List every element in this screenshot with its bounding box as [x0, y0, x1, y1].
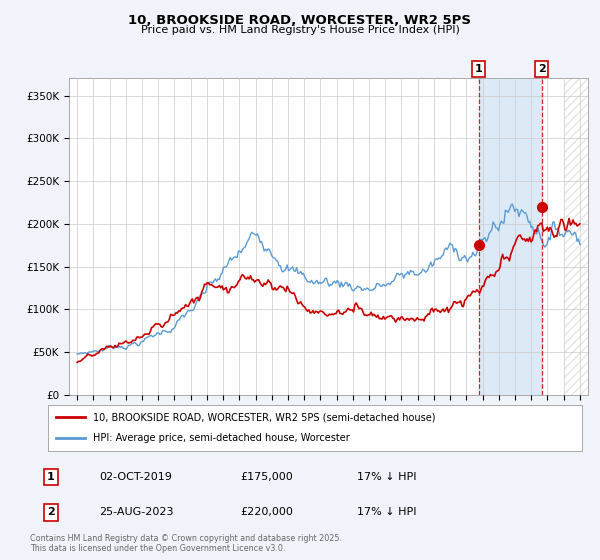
Bar: [563, 78, 600, 395]
Text: Contains HM Land Registry data © Crown copyright and database right 2025.
This d: Contains HM Land Registry data © Crown c…: [30, 534, 342, 553]
Text: 02-OCT-2019: 02-OCT-2019: [99, 472, 172, 482]
Bar: [563, 78, 600, 395]
Text: 1: 1: [475, 64, 482, 74]
Text: 1: 1: [47, 472, 55, 482]
Text: £220,000: £220,000: [240, 507, 293, 517]
Text: Price paid vs. HM Land Registry's House Price Index (HPI): Price paid vs. HM Land Registry's House …: [140, 25, 460, 35]
Bar: [479, 78, 542, 395]
Text: 17% ↓ HPI: 17% ↓ HPI: [357, 507, 416, 517]
Text: 17% ↓ HPI: 17% ↓ HPI: [357, 472, 416, 482]
Text: 2: 2: [47, 507, 55, 517]
Text: 25-AUG-2023: 25-AUG-2023: [99, 507, 173, 517]
Text: HPI: Average price, semi-detached house, Worcester: HPI: Average price, semi-detached house,…: [94, 433, 350, 444]
Text: 2: 2: [538, 64, 545, 74]
Text: £175,000: £175,000: [240, 472, 293, 482]
Text: 10, BROOKSIDE ROAD, WORCESTER, WR2 5PS: 10, BROOKSIDE ROAD, WORCESTER, WR2 5PS: [128, 14, 472, 27]
Text: 10, BROOKSIDE ROAD, WORCESTER, WR2 5PS (semi-detached house): 10, BROOKSIDE ROAD, WORCESTER, WR2 5PS (…: [94, 412, 436, 422]
